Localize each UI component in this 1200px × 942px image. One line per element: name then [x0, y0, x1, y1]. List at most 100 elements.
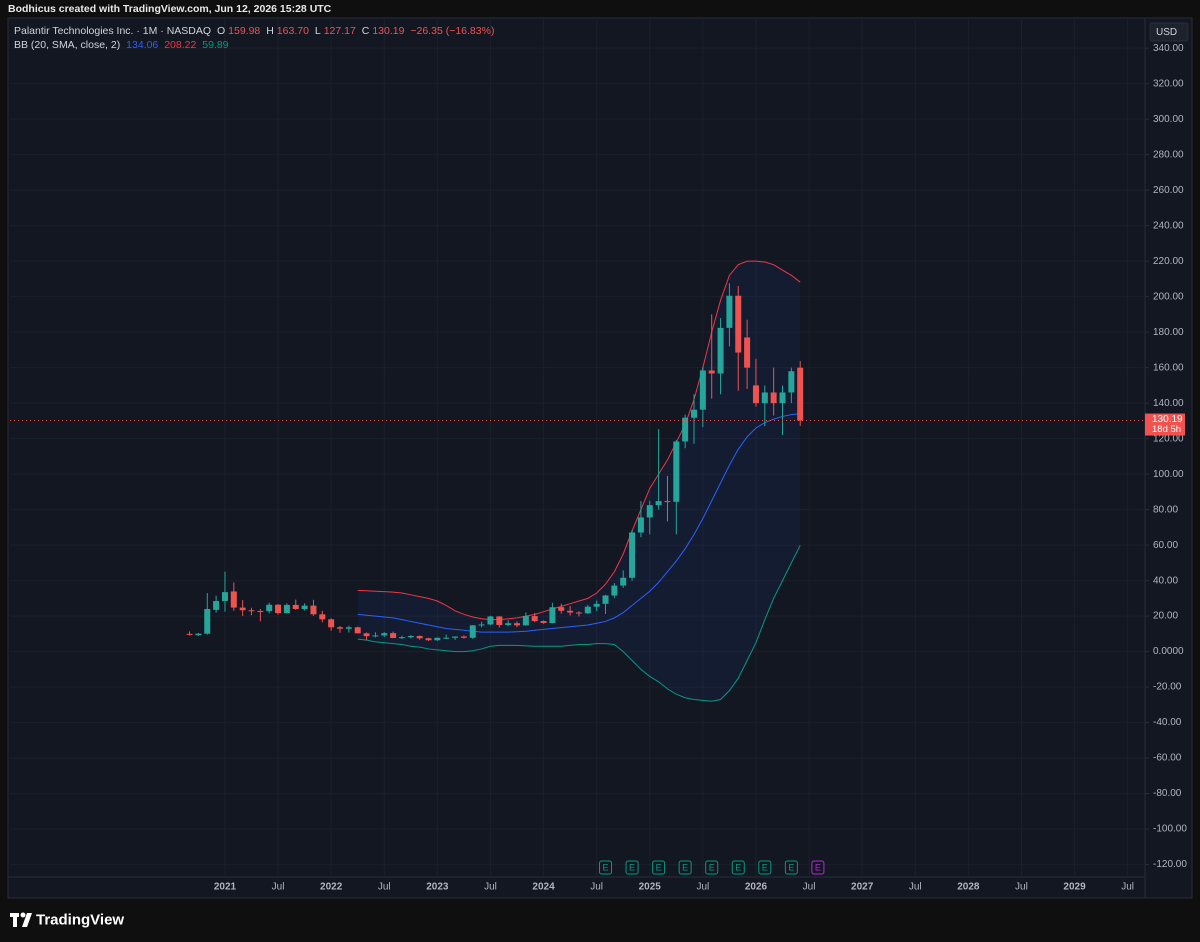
- candle-body: [726, 295, 733, 328]
- y-tick-label: 340.00: [1153, 43, 1184, 54]
- y-tick-label: 260.00: [1153, 185, 1184, 196]
- candle-body: [398, 637, 405, 639]
- candle-body: [779, 392, 786, 404]
- x-tick-label: 2027: [851, 882, 874, 893]
- x-tick-label: 2021: [214, 882, 237, 893]
- indicator-title: BB (20, SMA, close, 2): [14, 39, 121, 51]
- y-tick-label: 120.00: [1153, 433, 1184, 444]
- candle-body: [354, 627, 361, 634]
- candle-body: [673, 441, 680, 502]
- candle-body: [584, 606, 591, 614]
- candle-body: [204, 609, 211, 634]
- earnings-marker: [731, 860, 745, 875]
- candle-body: [248, 610, 255, 612]
- brand: TradingView: [36, 911, 124, 928]
- earnings-marker: [758, 860, 772, 875]
- countdown: 18d 5h: [1152, 424, 1181, 435]
- earnings-label: E: [815, 862, 821, 872]
- ohlc-value: 127.17: [323, 25, 356, 37]
- candle-body: [381, 633, 388, 636]
- candle-body: [611, 585, 618, 596]
- candle-body: [230, 591, 237, 608]
- earnings-label: E: [788, 862, 794, 872]
- y-tick-label: 60.00: [1153, 540, 1178, 551]
- x-tick-label: 2028: [957, 882, 980, 893]
- indicator-value: 208.22: [164, 39, 197, 51]
- x-tick-label: Jul: [484, 882, 497, 893]
- change: −26.35 (−16.83%): [410, 25, 495, 37]
- candle-body: [505, 623, 512, 625]
- symbol-legend: Palantir Technologies Inc. · 1M · NASDAQ…: [14, 25, 497, 37]
- candle-body: [319, 614, 326, 620]
- candle-body: [266, 604, 273, 612]
- candle-body: [186, 633, 193, 635]
- x-tick-label: Jul: [378, 882, 391, 893]
- ohlc-value: 163.70: [276, 25, 309, 37]
- candle-body: [275, 604, 282, 614]
- candle-body: [567, 610, 574, 613]
- x-tick-label: 2023: [426, 882, 449, 893]
- x-tick-label: Jul: [696, 882, 709, 893]
- candle-body: [664, 501, 671, 503]
- earnings-label: E: [629, 862, 635, 872]
- candle-body: [301, 605, 308, 610]
- earnings-marker: [599, 860, 613, 875]
- price-tag: [1145, 413, 1185, 436]
- candle-body: [691, 409, 698, 418]
- y-tick-label: -20.00: [1153, 682, 1182, 693]
- band-line: [357, 545, 801, 702]
- candle-body: [593, 603, 600, 607]
- x-tick-label: Jul: [272, 882, 285, 893]
- candle-body: [629, 532, 636, 578]
- candle-body: [337, 627, 344, 629]
- y-tick-label: 220.00: [1153, 256, 1184, 267]
- symbol-title: Palantir Technologies Inc. · 1M · NASDAQ: [14, 25, 212, 37]
- candle-body: [283, 604, 290, 614]
- y-tick-label: 320.00: [1153, 78, 1184, 89]
- y-tick-label: 20.00: [1153, 611, 1178, 622]
- candle-body: [575, 612, 582, 614]
- candle-body: [744, 337, 751, 368]
- currency-box[interactable]: [1149, 22, 1189, 42]
- candle-body: [434, 637, 441, 641]
- indicator-value: 134.06: [126, 39, 159, 51]
- axes: 340.00 320.00 300.00 280.00 260.00 240.00 220.…: [214, 43, 1188, 893]
- y-tick-label: 240.00: [1153, 220, 1184, 231]
- candle-body: [407, 635, 414, 638]
- candle-body: [469, 625, 476, 638]
- y-tick-label: 40.00: [1153, 575, 1178, 586]
- x-tick-label: Jul: [803, 882, 816, 893]
- candle-body: [540, 621, 547, 624]
- candle-body: [452, 636, 459, 638]
- candle-body: [292, 604, 299, 610]
- earnings-label: E: [735, 862, 741, 872]
- candle-body: [416, 635, 423, 639]
- x-tick-label: 2024: [532, 882, 555, 893]
- y-tick-label: 280.00: [1153, 149, 1184, 160]
- ohlc-letter: O: [216, 25, 226, 37]
- ohlc-letter: C: [361, 25, 370, 37]
- currency: USD: [1156, 27, 1177, 38]
- y-tick-label: -80.00: [1153, 788, 1182, 799]
- y-tick-label: -60.00: [1153, 753, 1182, 764]
- candle-body: [531, 616, 538, 622]
- candle-body: [221, 592, 228, 602]
- candle-body: [310, 605, 317, 615]
- candle-body: [522, 616, 529, 626]
- candle-body: [752, 385, 759, 404]
- brand-logo: [10, 912, 32, 927]
- earnings-label: E: [762, 862, 768, 872]
- candle-body: [239, 607, 246, 611]
- band-fill: [357, 261, 801, 702]
- candle-body: [558, 607, 565, 611]
- x-tick-label: 2029: [1063, 882, 1086, 893]
- candle-body: [425, 638, 432, 641]
- earnings-marker: [811, 860, 825, 875]
- candle-body: [682, 417, 689, 442]
- indicator-value: 59.89: [202, 39, 229, 51]
- candle-body: [328, 619, 335, 628]
- y-tick-label: -40.00: [1153, 717, 1182, 728]
- candle-body: [478, 624, 485, 626]
- y-tick-label: 0.0000: [1153, 646, 1184, 657]
